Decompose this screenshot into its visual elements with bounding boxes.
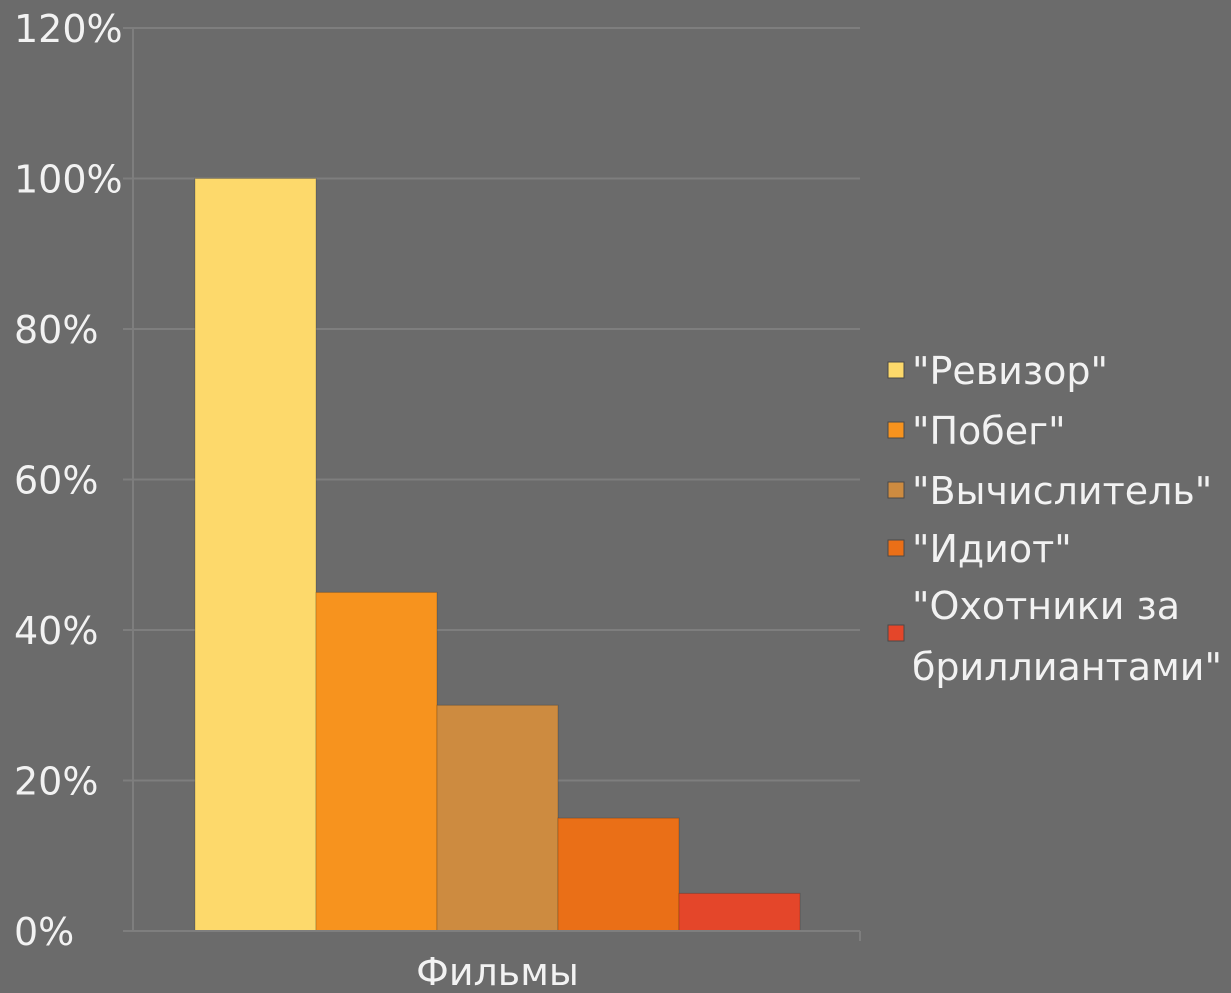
legend-swatch xyxy=(887,361,905,379)
legend-swatch xyxy=(887,421,905,439)
bars xyxy=(194,178,801,932)
y-tick-label: 100% xyxy=(14,158,123,202)
y-tick-label: 80% xyxy=(14,308,98,352)
legend-label: "Идиот" xyxy=(912,527,1072,571)
bar xyxy=(436,704,559,932)
legend-swatch xyxy=(887,624,905,642)
y-tick-labels: 0% 20% 40% 60% 80% 100% 120% xyxy=(14,7,123,954)
legend: "Ревизор" "Побег" "Вычислитель" "Идиот" "Охо… xyxy=(887,349,1222,689)
y-tick-label: 120% xyxy=(14,7,123,51)
y-tick-label: 60% xyxy=(14,459,98,503)
legend-label: "Побег" xyxy=(912,409,1066,453)
bar xyxy=(678,892,801,932)
axes: Фильмы xyxy=(123,27,861,993)
x-axis-label: Фильмы xyxy=(416,950,579,993)
legend-swatch xyxy=(887,539,905,557)
bar xyxy=(557,817,680,932)
legend-label: "Ревизор" xyxy=(912,349,1108,393)
bar xyxy=(194,178,317,932)
y-tick-label: 20% xyxy=(14,760,98,804)
legend-swatch xyxy=(887,481,905,499)
legend-label: "Охотники за xyxy=(912,584,1180,628)
legend-label: бриллиантами" xyxy=(912,645,1222,689)
legend-label: "Вычислитель" xyxy=(912,469,1212,513)
y-tick-label: 0% xyxy=(14,910,74,954)
y-tick-label: 40% xyxy=(14,609,98,653)
bar xyxy=(315,591,438,932)
